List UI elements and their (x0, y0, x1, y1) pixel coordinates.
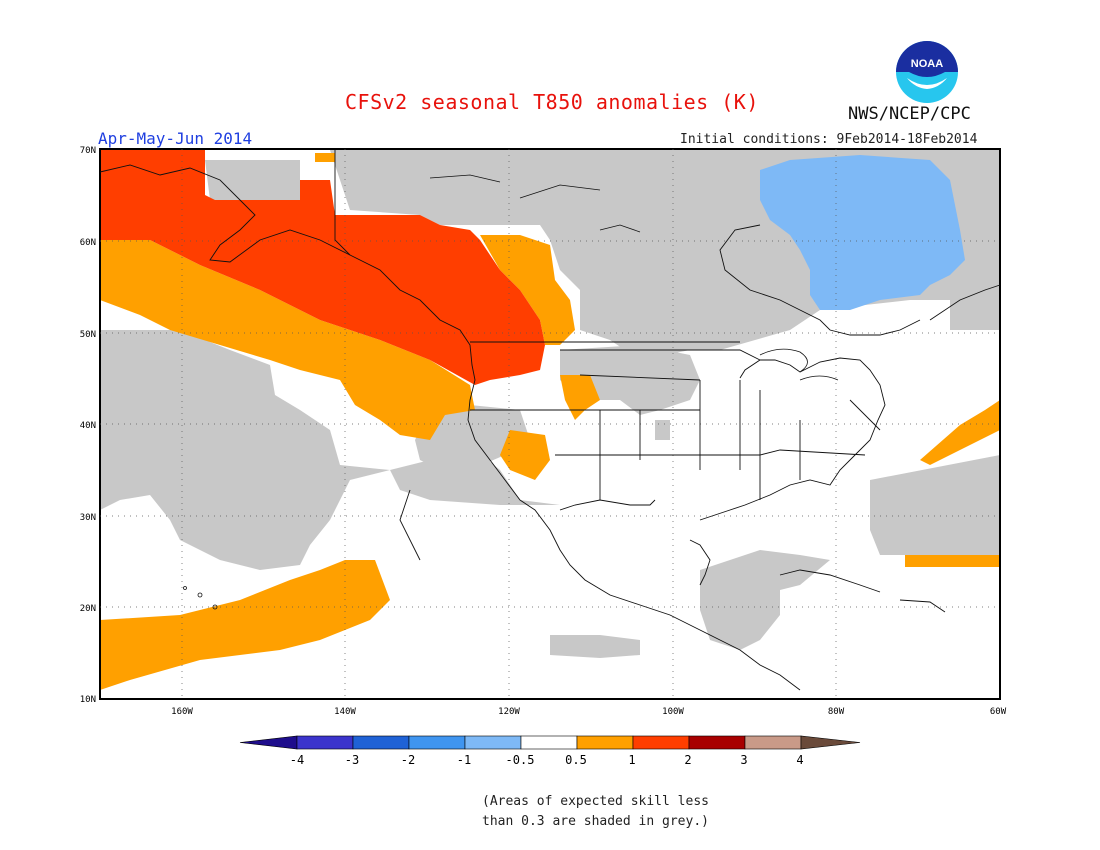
skill-note-line2: than 0.3 are shaded in grey.) (482, 814, 709, 829)
initial-conditions-label: Initial conditions: 9Feb2014-18Feb2014 (680, 132, 978, 147)
colorbar-segment (464, 735, 522, 750)
lon-label-140w: 140W (334, 707, 356, 717)
lat-label-30n: 30N (80, 513, 96, 523)
legend-label: -4 (290, 753, 304, 767)
longitude-labels: 160W 140W 120W 100W 80W 60W (171, 707, 1007, 717)
colorbar-segment (688, 735, 746, 750)
lat-label-70n: 70N (80, 146, 96, 156)
legend-label: -3 (345, 753, 359, 767)
legend-label: 4 (796, 753, 803, 767)
negative-anomaly-area (760, 155, 965, 310)
colorbar-segment (408, 735, 466, 750)
coastlines (99, 150, 1001, 691)
lat-label-40n: 40N (80, 421, 96, 431)
lat-label-50n: 50N (80, 330, 96, 340)
lon-label-120w: 120W (498, 707, 520, 717)
lat-label-20n: 20N (80, 604, 96, 614)
legend-label: 1 (628, 753, 635, 767)
legend-label: 0.5 (565, 753, 587, 767)
legend-label: 3 (740, 753, 747, 767)
lat-label-60n: 60N (80, 238, 96, 248)
lakes-and-islands (183, 174, 839, 610)
anomaly-05-1-areas (100, 153, 1000, 690)
noaa-logo-icon: NOAA (896, 41, 958, 103)
season-label: Apr-May-Jun 2014 (98, 129, 253, 148)
lat-label-10n: 10N (80, 695, 96, 705)
org-label: NWS/NCEP/CPC (848, 104, 971, 124)
skill-note: (Areas of expected skill less than 0.3 a… (482, 792, 709, 832)
lon-label-60w: 60W (990, 707, 1007, 717)
colorbar-segment (520, 735, 578, 750)
graticule-lines (100, 149, 1000, 699)
colorbar-segment (352, 735, 410, 750)
legend-label: -2 (401, 753, 415, 767)
colorbar-segment (632, 735, 690, 750)
colorbar-segment (744, 735, 802, 750)
latitude-labels: 70N 60N 50N 40N 30N 20N 10N (80, 146, 96, 705)
anomaly-1-2-area (100, 150, 545, 385)
colorbar-left-arrow (239, 735, 298, 750)
logo-text: NOAA (911, 58, 943, 70)
legend-label: -0.5 (506, 753, 535, 767)
colorbar-segment (576, 735, 634, 750)
legend-label: -1 (457, 753, 471, 767)
legend-label: 2 (684, 753, 691, 767)
skill-note-line1: (Areas of expected skill less (482, 794, 709, 809)
lon-label-80w: 80W (828, 707, 845, 717)
lon-label-100w: 100W (662, 707, 684, 717)
colorbar-right-arrow (800, 735, 861, 750)
chart-title: CFSv2 seasonal T850 anomalies (K) (345, 90, 759, 114)
lon-label-160w: 160W (171, 707, 193, 717)
colorbar-segment (296, 735, 354, 750)
